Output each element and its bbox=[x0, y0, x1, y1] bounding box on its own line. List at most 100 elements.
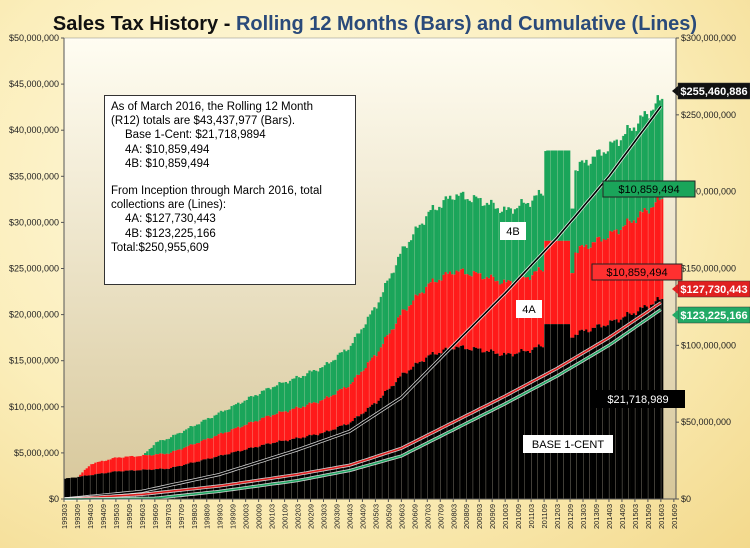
bar-4b bbox=[490, 199, 493, 275]
chart-title: Sales Tax History - Rolling 12 Months (B… bbox=[53, 13, 697, 35]
bar-4b bbox=[262, 390, 266, 418]
info-line: 4A: $127,730,443 bbox=[125, 213, 216, 226]
x-tick-label: 200903 bbox=[475, 504, 484, 529]
bar-4b bbox=[245, 399, 249, 425]
bar-base bbox=[477, 348, 480, 499]
bar-4a bbox=[600, 241, 603, 328]
label-4b-value: $10,859,494 bbox=[618, 184, 679, 196]
bar-4b bbox=[515, 208, 519, 281]
tag-total-pointer bbox=[672, 86, 678, 96]
info-line: 4A: $10,859,494 bbox=[125, 143, 210, 156]
bar-4b bbox=[451, 199, 454, 275]
bar-base bbox=[546, 324, 549, 499]
bar-4a bbox=[278, 411, 281, 441]
bar-4a bbox=[109, 459, 112, 473]
bar-4a bbox=[215, 435, 218, 457]
bar-base bbox=[100, 473, 104, 499]
bar-4a bbox=[141, 454, 145, 470]
bar-4b bbox=[595, 150, 599, 238]
bar-4a bbox=[267, 415, 270, 444]
bar-4b bbox=[239, 403, 242, 428]
bar-4a bbox=[502, 279, 506, 353]
bar-4a bbox=[180, 449, 184, 467]
bar-4b bbox=[314, 370, 318, 403]
bar-4b bbox=[195, 424, 199, 444]
bar-base bbox=[472, 347, 476, 499]
bar-base bbox=[401, 372, 404, 499]
bar-base bbox=[559, 324, 562, 499]
bar-4b bbox=[267, 387, 270, 416]
bar-4a bbox=[265, 415, 268, 444]
bar-4b bbox=[472, 195, 476, 272]
bar-base bbox=[613, 319, 616, 499]
bar-4b bbox=[513, 209, 517, 282]
bar-4b bbox=[546, 150, 549, 241]
bar-4a bbox=[204, 439, 208, 460]
bar-4a bbox=[241, 426, 244, 451]
bar-4a bbox=[111, 458, 115, 472]
bar-4b bbox=[643, 111, 647, 209]
bar-4a bbox=[113, 457, 117, 472]
bar-4b bbox=[487, 204, 491, 279]
bar-4b bbox=[390, 273, 394, 330]
bar-4a bbox=[576, 253, 579, 336]
bar-4a bbox=[427, 283, 430, 356]
bar-base bbox=[66, 478, 69, 499]
bar-4a bbox=[167, 453, 171, 469]
bar-base bbox=[583, 330, 586, 499]
bar-4a bbox=[92, 464, 95, 476]
bar-4b bbox=[301, 375, 305, 407]
bar-base bbox=[241, 450, 244, 499]
x-tick-label: 199903 bbox=[216, 504, 225, 529]
bar-4b bbox=[340, 352, 344, 389]
bar-base bbox=[275, 442, 279, 499]
bar-4a bbox=[595, 237, 599, 325]
bar-4a bbox=[557, 240, 560, 325]
bar-4a bbox=[338, 389, 342, 426]
bar-4b bbox=[492, 202, 495, 277]
bar-base bbox=[269, 444, 272, 499]
bar-4a bbox=[124, 456, 128, 471]
bar-4b bbox=[641, 116, 644, 213]
bar-4a bbox=[353, 377, 357, 418]
bar-base bbox=[76, 476, 80, 499]
bar-4b bbox=[474, 196, 478, 273]
bar-base bbox=[585, 329, 588, 499]
bar-4b bbox=[535, 195, 538, 272]
y-tick-label: $20,000,000 bbox=[9, 310, 59, 320]
bar-base bbox=[340, 425, 344, 499]
bar-base bbox=[358, 416, 361, 499]
bar-base bbox=[351, 421, 355, 499]
bar-base bbox=[371, 404, 374, 499]
bar-4b bbox=[537, 189, 541, 268]
bar-4b bbox=[425, 216, 428, 287]
bar-base bbox=[427, 355, 430, 499]
bar-base bbox=[329, 430, 333, 499]
bar-4a bbox=[105, 460, 108, 474]
bar-base bbox=[89, 475, 93, 499]
line-4a bbox=[63, 302, 662, 500]
bar-4b bbox=[412, 234, 415, 301]
x-tick-label: 200109 bbox=[281, 504, 290, 529]
bar-base bbox=[74, 477, 78, 499]
bar-4a bbox=[213, 436, 216, 458]
label-4b-value-box bbox=[602, 180, 696, 198]
bar-4a bbox=[161, 453, 164, 469]
bar-4b bbox=[206, 417, 210, 439]
bar-4b bbox=[191, 426, 195, 445]
y2-tick-label: $200,000,000 bbox=[681, 187, 736, 197]
x-tick-label: 201303 bbox=[579, 504, 588, 529]
bar-4b bbox=[342, 349, 346, 387]
bar-base bbox=[159, 468, 162, 499]
bar-base bbox=[135, 470, 138, 499]
bar-4b bbox=[650, 110, 653, 208]
bar-base bbox=[334, 429, 337, 499]
bar-4a bbox=[453, 274, 456, 350]
bar-base bbox=[587, 332, 590, 499]
bar-base bbox=[518, 352, 521, 499]
bar-4a bbox=[232, 428, 236, 453]
bar-4b bbox=[567, 150, 571, 241]
bar-4a bbox=[490, 274, 493, 350]
bar-4a bbox=[137, 456, 140, 471]
bar-4a bbox=[321, 400, 324, 434]
